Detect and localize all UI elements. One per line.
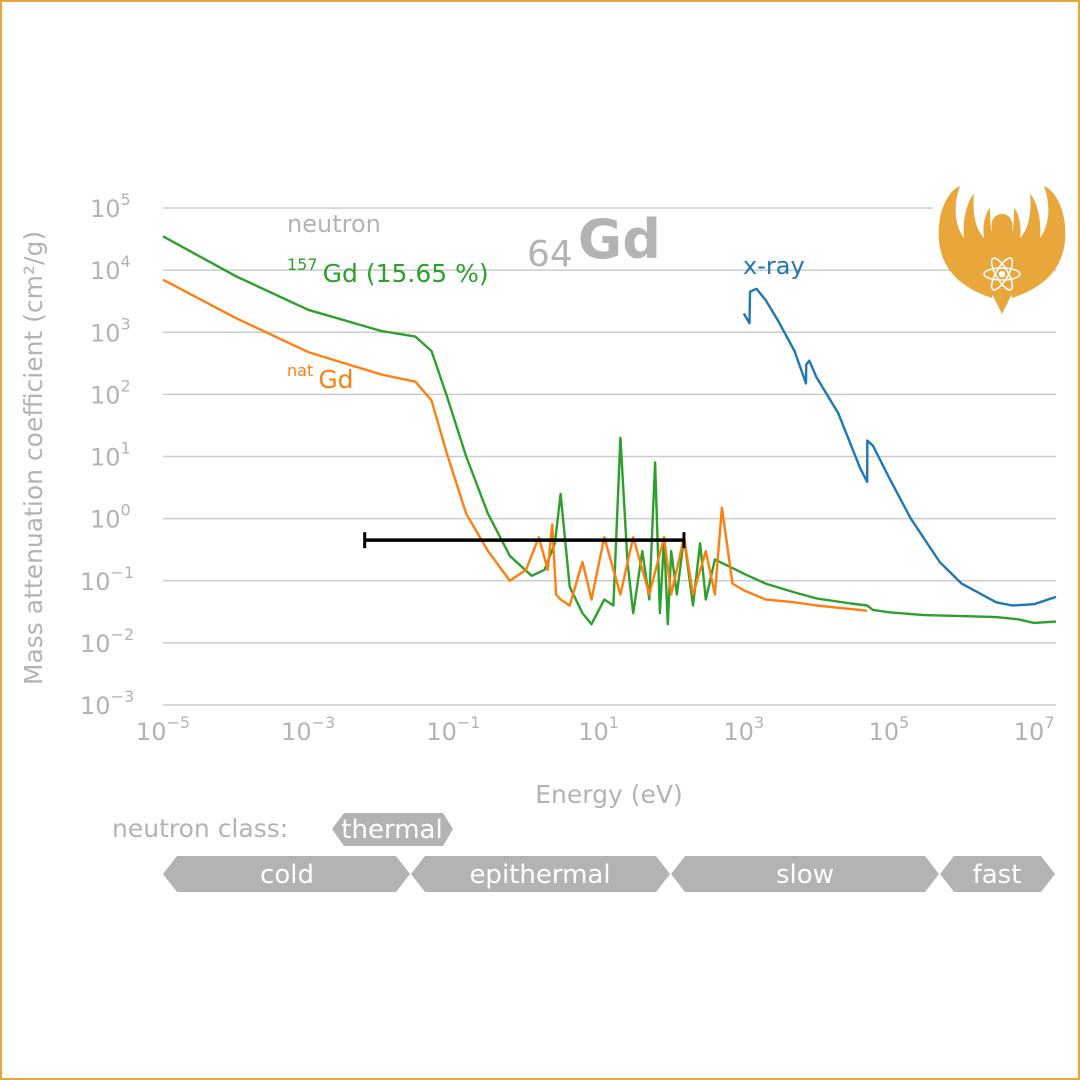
x-tick-label: 10−1 xyxy=(426,713,480,746)
x-tick-label: 101 xyxy=(578,713,619,746)
y-tick-base: 10 xyxy=(80,568,111,596)
x-tick-exponent: −5 xyxy=(166,713,190,732)
class-epithermal-shape xyxy=(411,856,670,892)
y-tick-base: 10 xyxy=(80,692,111,720)
natgd-label: nat Gd xyxy=(287,361,354,394)
y-tick-exponent: 3 xyxy=(121,314,131,333)
class-cold: cold xyxy=(163,856,410,892)
y-tick-base: 10 xyxy=(90,257,121,285)
atomic-number: 64 xyxy=(527,234,573,275)
y-tick-base: 10 xyxy=(90,381,121,409)
class-epithermal-label: epithermal xyxy=(469,860,610,890)
series-group xyxy=(162,235,1057,626)
neutron-class-bar: cold epithermal slow fast xyxy=(163,856,1055,892)
x-tick-label: 107 xyxy=(1014,713,1055,746)
x-tick-exponent: −1 xyxy=(457,713,481,732)
thermal-badge-shape xyxy=(332,813,453,846)
y-tick-exponent: −1 xyxy=(111,563,135,582)
xray-label: x-ray xyxy=(743,252,805,280)
y-tick-label: 103 xyxy=(90,314,131,347)
neutron-label: neutron xyxy=(287,210,381,238)
class-slow: slow xyxy=(671,856,939,892)
y-tick-exponent: −2 xyxy=(111,625,135,644)
x-tick-base: 10 xyxy=(426,718,457,746)
natgd-text: Gd xyxy=(318,365,353,394)
thermal-badge: thermal xyxy=(332,813,453,846)
neutron-class-label: neutron class: xyxy=(112,814,288,843)
y-tick-label: 10−1 xyxy=(80,563,134,596)
class-slow-label: slow xyxy=(776,860,834,890)
series-line-gd157 xyxy=(162,235,1057,626)
x-tick-label: 10−5 xyxy=(136,713,190,746)
gd157-label: 157 Gd (15.65 %) xyxy=(287,255,489,288)
x-tick-label: 105 xyxy=(869,713,910,746)
x-tick-base: 10 xyxy=(136,718,167,746)
class-fast: fast xyxy=(940,856,1055,892)
grid-lines xyxy=(163,207,1056,706)
y-tick-exponent: 1 xyxy=(121,439,131,458)
x-tick-base: 10 xyxy=(1014,718,1045,746)
y-tick-base: 10 xyxy=(90,319,121,347)
y-axis-label: Mass attenuation coefficient (cm²/g) xyxy=(19,231,48,685)
y-tick-exponent: 0 xyxy=(121,501,131,520)
gd157-text: Gd (15.65 %) xyxy=(323,259,489,288)
y-tick-exponent: 5 xyxy=(121,190,131,209)
x-axis-label: Energy (eV) xyxy=(535,780,682,809)
series-line-xray xyxy=(742,287,1057,607)
x-tick-base: 10 xyxy=(281,718,312,746)
y-tick-label: 100 xyxy=(90,501,131,534)
thermal-label: thermal xyxy=(341,815,442,845)
class-epithermal: epithermal xyxy=(411,856,670,892)
y-tick-exponent: −3 xyxy=(111,687,135,706)
x-tick-base: 10 xyxy=(869,718,900,746)
atom-icon xyxy=(983,257,1021,291)
x-tick-label: 10−3 xyxy=(281,713,335,746)
y-tick-label: 10−3 xyxy=(80,687,134,720)
x-tick-label: 103 xyxy=(723,713,764,746)
y-tick-label: 10−2 xyxy=(80,625,134,658)
x-tick-exponent: 7 xyxy=(1044,713,1054,732)
y-tick-label: 105 xyxy=(90,190,131,223)
class-fast-label: fast xyxy=(973,860,1022,890)
x-tick-exponent: 3 xyxy=(754,713,764,732)
gd157-superscript: 157 xyxy=(287,255,318,274)
y-tick-label: 104 xyxy=(90,252,131,285)
x-tick-exponent: 1 xyxy=(609,713,619,732)
element-symbol: Gd xyxy=(578,208,661,271)
natgd-superscript: nat xyxy=(287,361,313,380)
y-tick-label: 101 xyxy=(90,439,131,472)
class-cold-shape xyxy=(163,856,410,892)
x-tick-labels: 10−5 10−3 10−1 101 103 105 107 xyxy=(136,713,1055,746)
y-tick-base: 10 xyxy=(90,506,121,534)
y-tick-base: 10 xyxy=(90,195,121,223)
x-tick-base: 10 xyxy=(578,718,609,746)
y-tick-label: 102 xyxy=(90,376,131,409)
y-tick-base: 10 xyxy=(80,630,111,658)
series-line-natgd xyxy=(162,278,868,612)
element-title: 64 Gd xyxy=(527,208,661,275)
y-tick-exponent: 2 xyxy=(121,376,131,395)
x-tick-exponent: −3 xyxy=(312,713,336,732)
resolution-bar xyxy=(363,532,686,549)
x-tick-exponent: 5 xyxy=(899,713,909,732)
y-tick-exponent: 4 xyxy=(121,252,131,271)
class-cold-label: cold xyxy=(260,860,314,890)
x-tick-base: 10 xyxy=(723,718,754,746)
class-fast-shape xyxy=(940,856,1055,892)
y-tick-base: 10 xyxy=(90,444,121,472)
phoenix-logo xyxy=(938,186,1066,314)
class-slow-shape xyxy=(671,856,939,892)
